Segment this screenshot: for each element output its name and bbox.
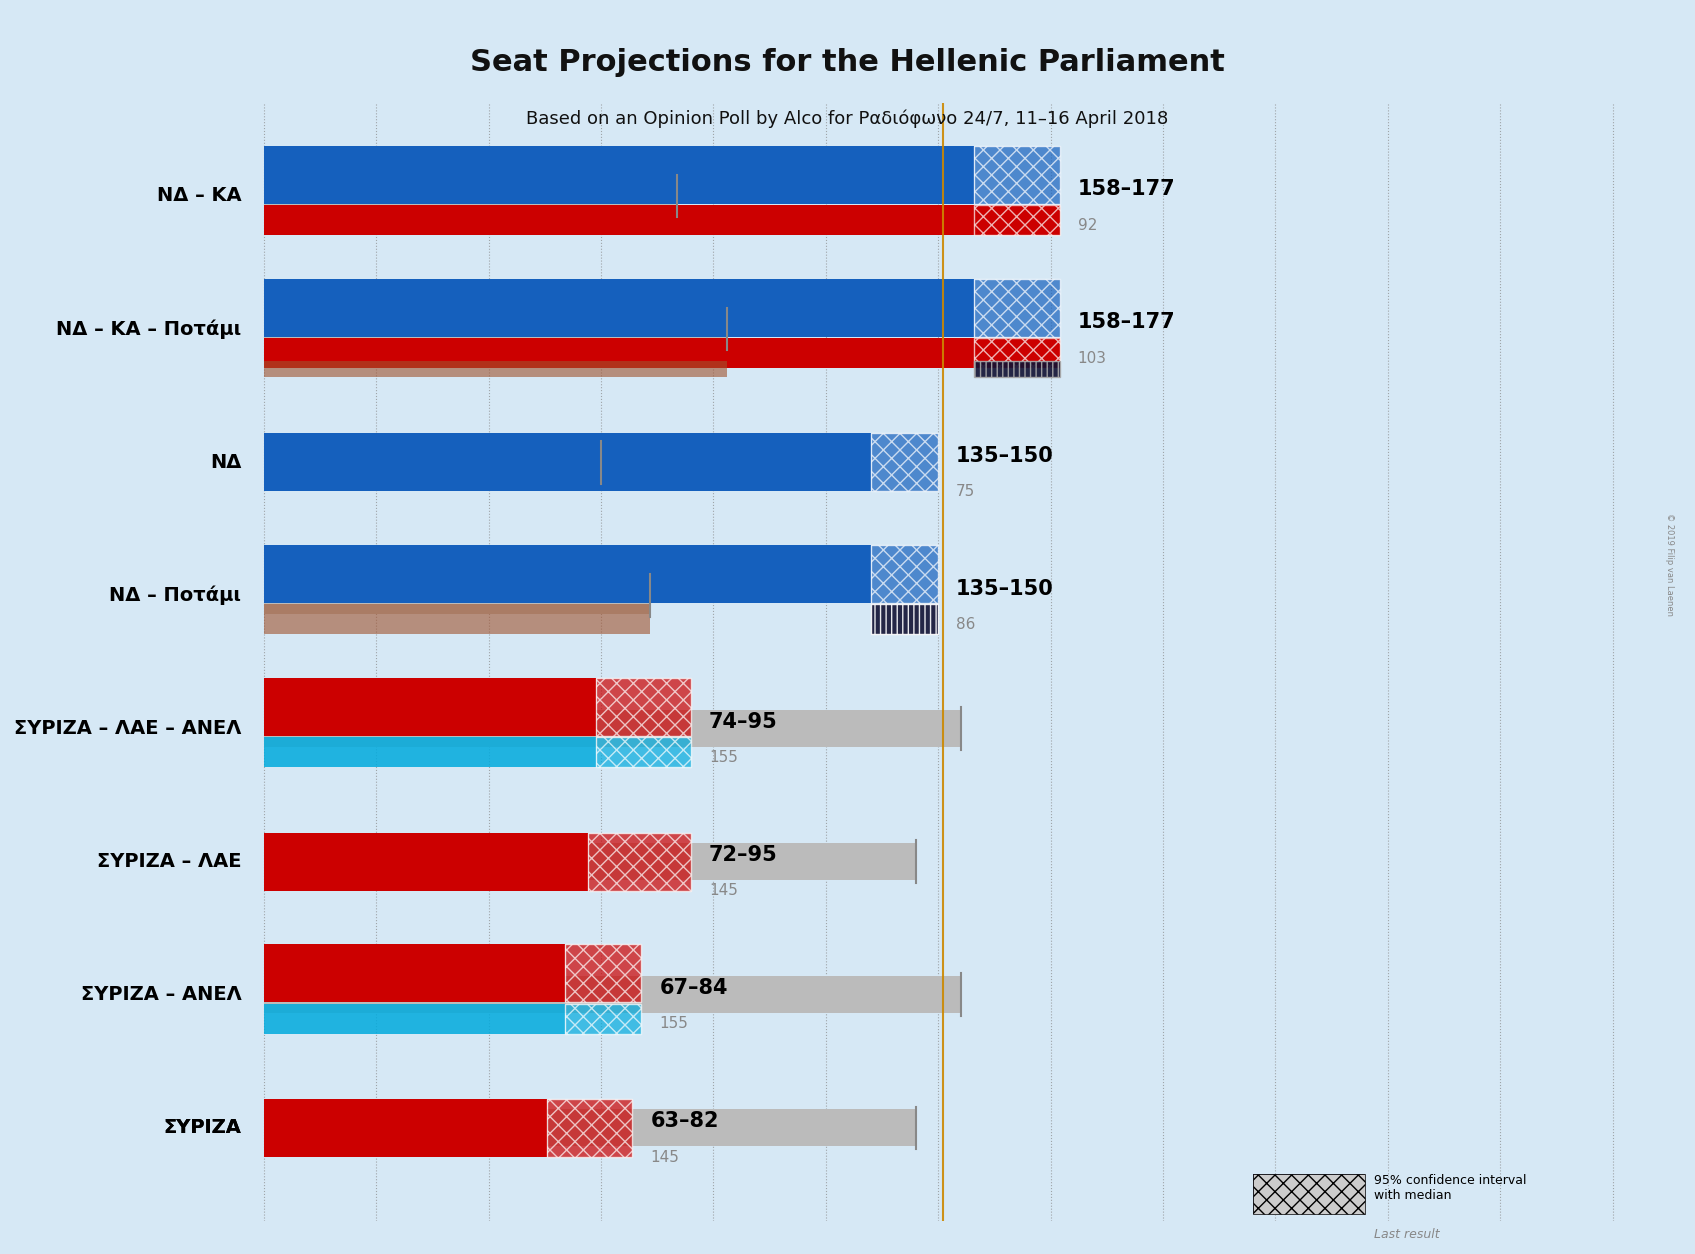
Text: 158–177: 158–177: [1078, 312, 1175, 332]
Bar: [264, 1099, 547, 1156]
Text: 158–177: 158–177: [1078, 179, 1175, 199]
Bar: [264, 1110, 915, 1146]
Bar: [264, 278, 975, 337]
Text: Seat Projections for the Hellenic Parliament: Seat Projections for the Hellenic Parlia…: [470, 48, 1225, 78]
Text: 155: 155: [659, 1017, 688, 1032]
Text: 67–84: 67–84: [659, 978, 727, 998]
Text: 74–95: 74–95: [709, 712, 778, 732]
Bar: [597, 678, 692, 736]
Text: Last result: Last result: [1375, 1228, 1441, 1240]
Text: Based on an Opinion Poll by Alco for Ραδιόφωνο 24/7, 11–16 April 2018: Based on an Opinion Poll by Alco for Ραδ…: [527, 110, 1168, 128]
Bar: [264, 145, 975, 203]
Text: 155: 155: [709, 750, 737, 765]
Bar: [264, 339, 1059, 367]
Bar: [264, 710, 961, 747]
Bar: [588, 833, 692, 890]
Text: ΝΔ – ΚΑ – Ποτάμι: ΝΔ – ΚΑ – Ποτάμι: [56, 320, 241, 339]
Text: 145: 145: [651, 1150, 680, 1165]
Bar: [975, 145, 1059, 203]
Bar: [564, 944, 641, 1002]
Bar: [1253, 1175, 1364, 1214]
Text: ΝΔ – ΚΑ: ΝΔ – ΚΑ: [156, 187, 241, 206]
Text: 92: 92: [1078, 218, 1097, 233]
Bar: [975, 278, 1059, 337]
Text: ΣΥΡΙΖΑ: ΣΥΡΙΖΑ: [163, 1119, 241, 1137]
Bar: [264, 433, 871, 492]
Bar: [264, 577, 651, 614]
Bar: [264, 833, 588, 890]
Bar: [264, 737, 597, 767]
Text: ΝΔ: ΝΔ: [210, 453, 241, 472]
Bar: [547, 1099, 632, 1156]
Bar: [975, 361, 1059, 377]
Bar: [264, 361, 727, 377]
Bar: [264, 1003, 564, 1033]
Text: ΝΔ – Ποτάμι: ΝΔ – Ποτάμι: [108, 586, 241, 606]
Bar: [264, 177, 678, 214]
Bar: [871, 604, 937, 635]
Text: 75: 75: [956, 484, 975, 499]
Bar: [264, 311, 727, 347]
Bar: [1253, 1175, 1364, 1214]
Bar: [1253, 1225, 1298, 1245]
Bar: [264, 678, 597, 736]
Bar: [597, 737, 692, 767]
Bar: [264, 444, 602, 480]
Text: 63–82: 63–82: [651, 1111, 719, 1131]
Bar: [975, 339, 1059, 367]
Text: 103: 103: [1078, 351, 1107, 366]
Text: 86: 86: [956, 617, 976, 632]
Text: 135–150: 135–150: [956, 445, 1054, 465]
Bar: [975, 204, 1059, 234]
Text: ΣΥΡΙΖΑ – ΛΑΕ – ΑΝΕΛ: ΣΥΡΙΖΑ – ΛΑΕ – ΑΝΕΛ: [14, 719, 241, 737]
Text: ΣΥΡΙΖΑ – ΑΝΕΛ: ΣΥΡΙΖΑ – ΑΝΕΛ: [81, 986, 241, 1004]
Bar: [264, 604, 651, 635]
Bar: [264, 944, 564, 1002]
Bar: [264, 545, 871, 603]
Bar: [871, 545, 937, 603]
Text: 95% confidence interval
with median: 95% confidence interval with median: [1375, 1174, 1527, 1201]
Bar: [1253, 1225, 1364, 1245]
Bar: [264, 204, 1059, 234]
Text: ΣΥΡΙΖΑ – ΛΑΕ: ΣΥΡΙΖΑ – ΛΑΕ: [97, 851, 241, 872]
Bar: [871, 433, 937, 492]
Text: 135–150: 135–150: [956, 578, 1054, 598]
Bar: [564, 1003, 641, 1033]
Bar: [264, 843, 915, 880]
Text: ΣΥΡΙΖΑ: ΣΥΡΙΖΑ: [163, 1119, 241, 1137]
Text: 145: 145: [709, 883, 737, 898]
Text: © 2019 Filip van Laenen: © 2019 Filip van Laenen: [1664, 513, 1675, 616]
Text: 72–95: 72–95: [709, 845, 778, 865]
Bar: [264, 976, 961, 1013]
